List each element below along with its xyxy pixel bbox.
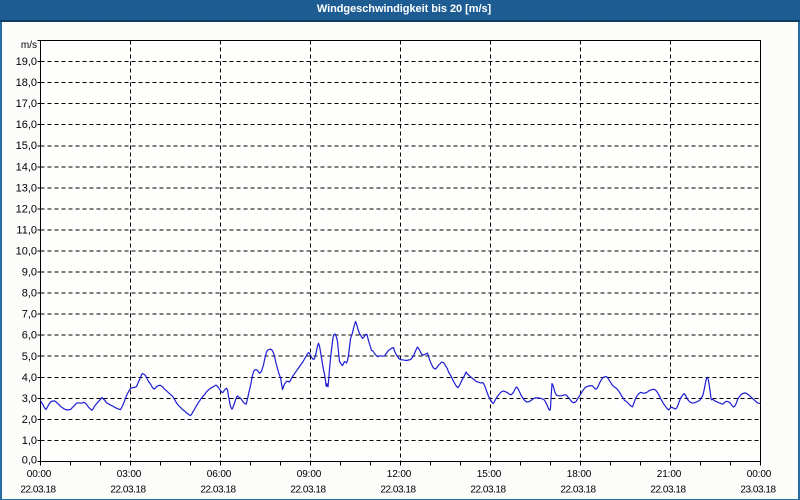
svg-text:03:00: 03:00	[117, 469, 142, 480]
svg-text:00:00: 00:00	[747, 469, 772, 480]
svg-text:23.03.18: 23.03.18	[740, 484, 776, 495]
svg-text:22.03.18: 22.03.18	[560, 484, 596, 495]
svg-text:00:00: 00:00	[27, 469, 52, 480]
svg-text:1,0: 1,0	[22, 435, 37, 447]
svg-text:9,0: 9,0	[22, 267, 37, 279]
svg-text:5,0: 5,0	[22, 351, 37, 363]
svg-text:16,0: 16,0	[16, 119, 37, 131]
svg-text:7,0: 7,0	[22, 309, 37, 321]
svg-text:13,0: 13,0	[16, 182, 37, 194]
svg-text:18,0: 18,0	[16, 77, 37, 89]
svg-text:15,0: 15,0	[16, 140, 37, 152]
svg-text:12,0: 12,0	[16, 203, 37, 215]
svg-text:22.03.18: 22.03.18	[110, 484, 146, 495]
svg-text:11,0: 11,0	[16, 224, 37, 236]
svg-text:19,0: 19,0	[16, 56, 37, 68]
svg-text:4,0: 4,0	[22, 372, 37, 384]
svg-text:12:00: 12:00	[387, 469, 412, 480]
svg-text:06:00: 06:00	[207, 469, 232, 480]
svg-text:22.03.18: 22.03.18	[470, 484, 506, 495]
svg-text:21:00: 21:00	[657, 469, 682, 480]
svg-text:22.03.18: 22.03.18	[200, 484, 236, 495]
svg-text:m/s: m/s	[21, 40, 37, 51]
svg-text:22.03.18: 22.03.18	[20, 484, 56, 495]
svg-text:3,0: 3,0	[22, 393, 37, 405]
svg-text:10,0: 10,0	[16, 246, 37, 258]
svg-text:18:00: 18:00	[567, 469, 592, 480]
svg-text:09:00: 09:00	[297, 469, 322, 480]
svg-text:15:00: 15:00	[477, 469, 502, 480]
svg-text:6,0: 6,0	[22, 330, 37, 342]
svg-text:22.03.18: 22.03.18	[650, 484, 686, 495]
svg-text:17,0: 17,0	[16, 98, 37, 110]
svg-text:0,0: 0,0	[22, 455, 37, 467]
svg-text:22.03.18: 22.03.18	[290, 484, 326, 495]
svg-text:8,0: 8,0	[22, 288, 37, 300]
svg-text:2,0: 2,0	[22, 414, 37, 426]
svg-text:14,0: 14,0	[16, 161, 37, 173]
svg-text:22.03.18: 22.03.18	[380, 484, 416, 495]
